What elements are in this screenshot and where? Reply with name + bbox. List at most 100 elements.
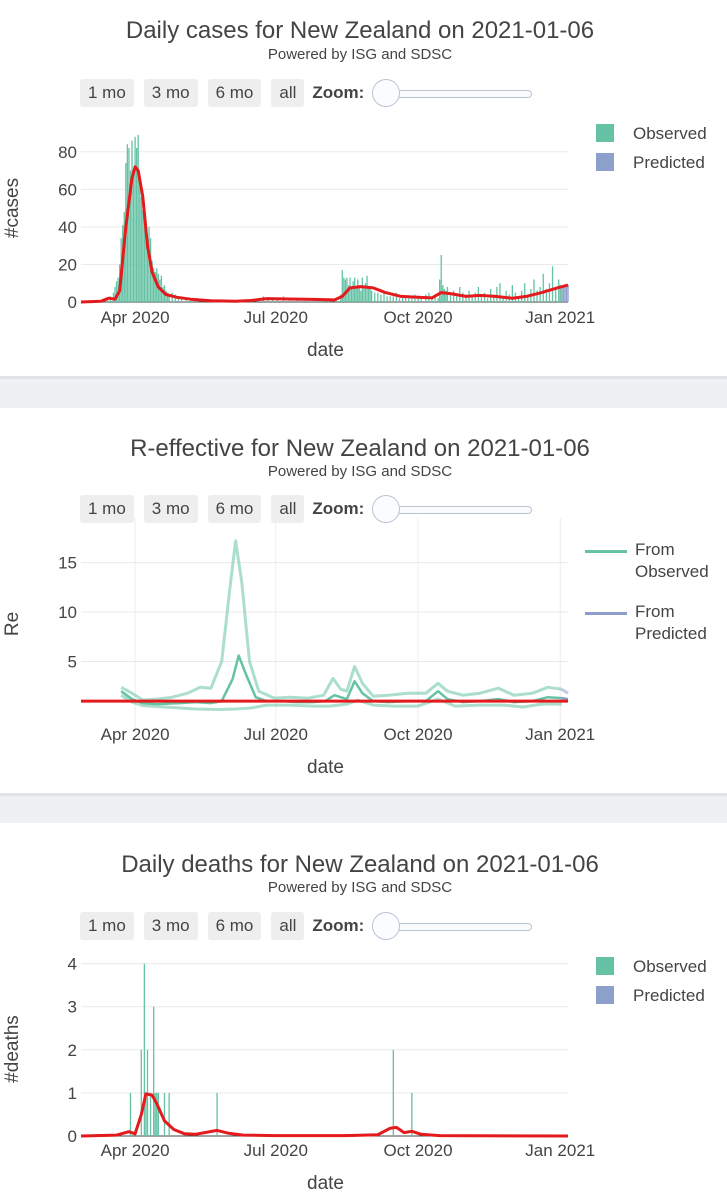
observed-bar [452, 290, 455, 302]
observed-bar [395, 292, 398, 302]
observed-bar [524, 283, 526, 302]
x-tick-label: Apr 2020 [101, 725, 170, 744]
predicted-bar [565, 285, 568, 302]
y-tick-label: 4 [68, 955, 77, 974]
observed-bar [386, 296, 388, 302]
zoom-slider[interactable] [372, 79, 533, 107]
range-6mo-button[interactable]: 6 mo [207, 495, 262, 523]
observed-bar [480, 294, 483, 302]
observed-bar [374, 292, 376, 302]
y-tick-label: 10 [58, 603, 77, 622]
observed-bar [353, 277, 356, 302]
re-observed-upper-line [120, 539, 563, 702]
observed-bar [312, 300, 314, 302]
observed-bar [162, 286, 164, 302]
legend-item-observed[interactable]: Observed [596, 123, 707, 145]
re-predicted-line [561, 696, 569, 701]
zoom-slider[interactable] [372, 912, 533, 940]
observed-bar [129, 170, 132, 302]
zoom-slider[interactable] [372, 495, 533, 523]
x-axis-title: date [307, 757, 344, 778]
range-all-button[interactable]: all [271, 79, 305, 107]
re-observed-line [120, 654, 562, 706]
range-1mo-button[interactable]: 1 mo [80, 495, 134, 523]
legend-item-from-observed[interactable]: From Observed [585, 539, 723, 583]
observed-bar [411, 298, 413, 302]
observed-bar [129, 1092, 132, 1136]
observed-bar [558, 279, 560, 302]
observed-bar [377, 292, 379, 302]
chart-subtitle: Powered by ISG and SDSC [267, 463, 453, 480]
chart-title: Daily deaths for New Zealand on 2021-01-… [121, 851, 599, 878]
observed-bar [554, 286, 557, 302]
legend-swatch [596, 153, 614, 171]
observed-bar [185, 298, 187, 302]
observed-bar [551, 266, 554, 302]
observed-bar [115, 281, 118, 302]
legend-line [585, 612, 627, 615]
range-3mo-button[interactable]: 3 mo [143, 79, 198, 107]
observed-bar [383, 290, 385, 302]
legend-label: From Observed [635, 540, 709, 581]
zoom-label: Zoom: [312, 83, 365, 102]
observed-bar [392, 1049, 394, 1136]
observed-bar [159, 279, 161, 302]
legend-swatch [596, 124, 614, 142]
range-3mo-button[interactable]: 3 mo [143, 912, 198, 940]
observed-bar [140, 1049, 142, 1136]
observed-bar [437, 298, 439, 302]
observed-bar [355, 286, 357, 302]
observed-bar [154, 1092, 156, 1136]
observed-bar [148, 226, 150, 302]
y-tick-label: 2 [68, 1041, 77, 1060]
predicted-bar [564, 285, 566, 302]
observed-bar [163, 1092, 166, 1136]
x-tick-label: Jan 2021 [525, 308, 595, 327]
x-tick-label: Oct 2020 [384, 1141, 453, 1160]
zoom-slider-handle[interactable] [372, 495, 401, 523]
observed-bar [493, 294, 495, 302]
range-6mo-button[interactable]: 6 mo [207, 912, 262, 940]
y-tick-label: 0 [68, 293, 77, 312]
observed-bar [117, 277, 119, 302]
x-tick-label: Jul 2020 [244, 1141, 308, 1160]
chart-title: Daily cases for New Zealand on 2021-01-0… [125, 17, 595, 44]
x-tick-label: Apr 2020 [101, 1141, 170, 1160]
observed-bar [364, 283, 367, 302]
range-6mo-button[interactable]: 6 mo [207, 79, 262, 107]
observed-bar [456, 296, 458, 302]
range-all-button[interactable]: all [271, 912, 305, 940]
observed-bar [533, 279, 535, 302]
observed-bar [153, 268, 155, 302]
range-3mo-button[interactable]: 3 mo [143, 495, 198, 523]
legend-item-observed[interactable]: Observed [596, 956, 707, 978]
y-tick-label: 1 [68, 1084, 77, 1103]
legend-item-from-predicted[interactable]: From Predicted [585, 601, 723, 645]
observed-bar [143, 223, 146, 302]
legend-item-predicted[interactable]: Predicted [596, 985, 707, 1007]
zoom-slider-handle[interactable] [372, 79, 401, 107]
observed-bar [131, 140, 133, 302]
observed-bar [343, 277, 345, 302]
observed-bar [151, 260, 153, 302]
y-tick-label: 80 [58, 143, 77, 162]
zoom-slider-handle[interactable] [372, 912, 401, 940]
legend-item-predicted[interactable]: Predicted [596, 152, 707, 174]
observed-bar [411, 1092, 413, 1136]
observed-bar [166, 292, 169, 302]
x-tick-label: Apr 2020 [101, 308, 170, 327]
chart-title: R-effective for New Zealand on 2021-01-0… [130, 435, 590, 462]
observed-bar [496, 286, 498, 302]
observed-bar [417, 296, 419, 302]
deaths-panel: Daily deaths for New Zealand on 2021-01-… [0, 823, 727, 1200]
observed-bar [548, 283, 551, 302]
observed-bar [486, 298, 489, 302]
observed-bar [344, 279, 347, 302]
range-all-button[interactable]: all [271, 495, 305, 523]
observed-bar [145, 230, 147, 302]
observed-bar [449, 292, 452, 302]
observed-bar [216, 1092, 218, 1136]
observed-bar [335, 300, 337, 302]
range-1mo-button[interactable]: 1 mo [80, 912, 134, 940]
range-1mo-button[interactable]: 1 mo [80, 79, 134, 107]
